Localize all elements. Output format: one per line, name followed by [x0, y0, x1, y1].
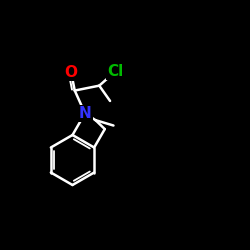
- Text: Cl: Cl: [107, 64, 123, 79]
- Text: O: O: [64, 65, 78, 80]
- Text: N: N: [78, 106, 92, 121]
